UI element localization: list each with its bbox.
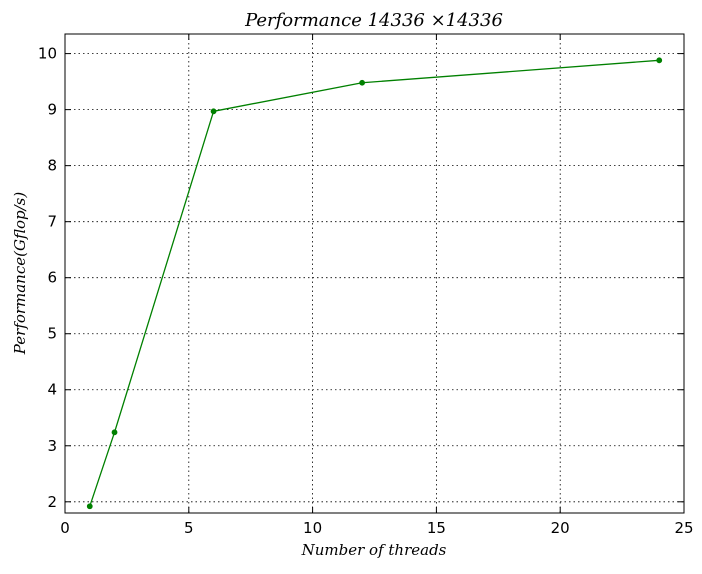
y-tick-label: 2: [47, 493, 57, 511]
grid-lines: [65, 34, 684, 513]
data-point: [656, 57, 663, 64]
x-axis-title: Number of threads: [301, 541, 447, 559]
y-tick-label: 6: [47, 269, 57, 287]
x-tick-label: 0: [60, 519, 70, 537]
x-tick-label: 5: [184, 519, 194, 537]
data-point: [359, 79, 366, 86]
series-line: [89, 59, 660, 507]
data-point: [210, 108, 217, 115]
y-axis-title: Performance(Gflop/s): [11, 192, 29, 356]
y-tick-label: 8: [47, 157, 57, 175]
y-tick-label: 9: [47, 101, 57, 119]
tick-labels: 0 5 10 15 20 25 2 3 4 5 6 7 8 9 10: [38, 45, 694, 537]
data-series: [86, 57, 663, 510]
chart-title: Performance 14336 ×14336: [244, 10, 503, 31]
x-tick-label: 15: [427, 519, 446, 537]
y-tick-label: 10: [38, 45, 57, 63]
y-tick-label: 4: [47, 381, 57, 399]
x-tick-label: 20: [551, 519, 570, 537]
x-tick-label: 10: [303, 519, 322, 537]
x-tick-label: 25: [674, 519, 693, 537]
y-tick-label: 7: [47, 213, 57, 231]
plot-area: [64, 33, 685, 514]
axis-ticks: [64, 34, 685, 513]
y-tick-label: 5: [47, 325, 57, 343]
data-point: [111, 429, 118, 436]
y-tick-label: 3: [47, 437, 57, 455]
data-point: [86, 503, 93, 510]
